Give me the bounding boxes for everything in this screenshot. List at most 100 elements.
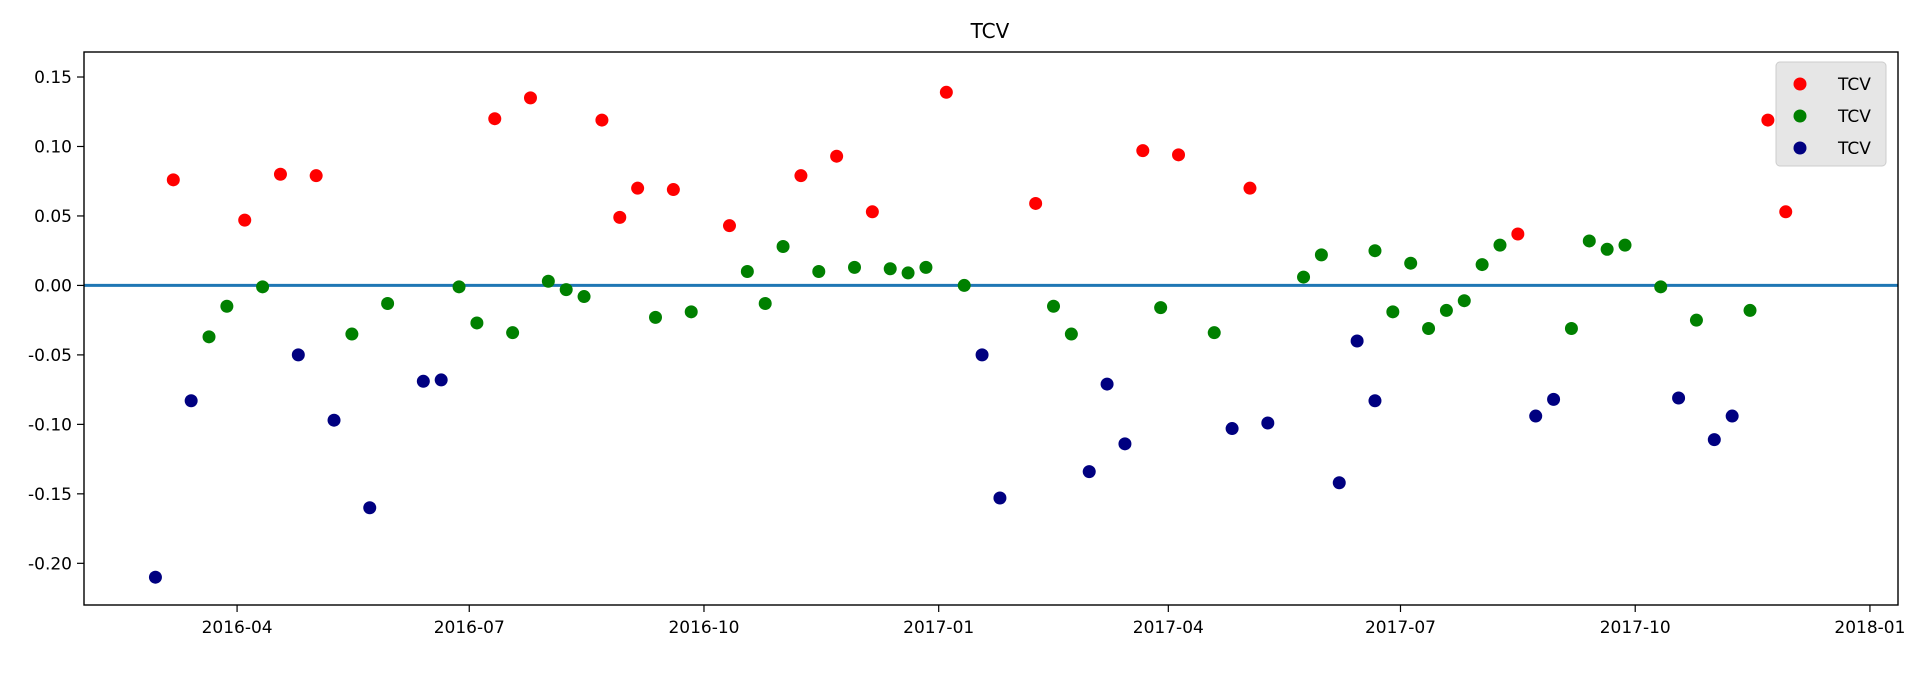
data-point xyxy=(1457,294,1471,308)
data-point xyxy=(1707,433,1721,447)
series-2 xyxy=(148,334,1739,584)
data-point xyxy=(794,169,808,183)
data-point xyxy=(631,181,645,195)
data-point xyxy=(1332,476,1346,490)
data-point xyxy=(1386,305,1400,319)
data-point xyxy=(452,280,466,294)
data-point xyxy=(345,327,359,341)
data-point xyxy=(1779,205,1793,219)
legend-label: TCV xyxy=(1837,139,1871,159)
data-point xyxy=(541,274,555,288)
data-point xyxy=(1154,301,1168,315)
data-point xyxy=(291,348,305,362)
data-point xyxy=(666,183,680,197)
x-tick-label: 2018-01 xyxy=(1834,618,1905,638)
data-point xyxy=(1725,409,1739,423)
data-point xyxy=(1654,280,1668,294)
data-point xyxy=(256,280,270,294)
data-point xyxy=(1118,437,1132,451)
x-tick-label: 2017-01 xyxy=(903,618,974,638)
data-point xyxy=(1689,313,1703,327)
data-point xyxy=(1243,181,1257,195)
y-tick-label: 0.10 xyxy=(34,137,72,157)
data-point xyxy=(722,219,736,233)
data-point xyxy=(577,290,591,304)
legend-marker xyxy=(1793,141,1807,155)
y-tick-label: 0.00 xyxy=(34,276,72,296)
y-tick-label: -0.20 xyxy=(28,554,72,574)
data-point xyxy=(684,305,698,319)
data-point xyxy=(1582,234,1596,248)
data-point xyxy=(1529,409,1543,423)
data-point xyxy=(1368,244,1382,258)
data-point xyxy=(470,316,484,330)
data-point xyxy=(184,394,198,408)
data-point xyxy=(595,113,609,127)
legend-label: TCV xyxy=(1837,75,1871,95)
data-point xyxy=(434,373,448,387)
data-point xyxy=(1314,248,1328,262)
data-point xyxy=(1297,270,1311,284)
y-tick-label: -0.10 xyxy=(28,415,72,435)
data-point xyxy=(1100,377,1114,391)
data-point xyxy=(1207,326,1221,340)
y-tick-label: -0.05 xyxy=(28,346,72,366)
data-point xyxy=(1600,242,1614,256)
x-axis: 2016-04 2016-07 2016-10 2017-01 2017-04 2017-… xyxy=(202,605,1905,638)
data-point xyxy=(883,262,897,276)
legend: TCV TCV TCV xyxy=(1775,61,1887,167)
x-tick-label: 2017-04 xyxy=(1133,618,1204,638)
data-point xyxy=(1350,334,1364,348)
data-point xyxy=(273,167,287,181)
x-tick-label: 2016-10 xyxy=(668,618,739,638)
data-point xyxy=(1493,238,1507,252)
data-point xyxy=(309,169,323,183)
legend-label: TCV xyxy=(1837,107,1871,127)
data-point xyxy=(1082,465,1096,479)
data-point xyxy=(901,266,915,280)
data-point xyxy=(1475,258,1489,272)
data-point xyxy=(238,213,252,227)
data-point xyxy=(740,265,754,279)
data-point xyxy=(1368,394,1382,408)
data-point xyxy=(416,374,430,388)
data-point xyxy=(1261,416,1275,430)
data-point xyxy=(1422,322,1436,335)
x-tick-label: 2016-04 xyxy=(202,618,273,638)
data-point xyxy=(559,283,573,297)
data-point xyxy=(993,491,1007,505)
data-point xyxy=(1511,227,1525,241)
data-point xyxy=(363,501,377,515)
data-point xyxy=(1029,196,1043,210)
data-point xyxy=(613,210,627,224)
x-tick-label: 2017-07 xyxy=(1365,618,1436,638)
y-tick-label: 0.15 xyxy=(34,68,72,88)
data-point xyxy=(939,85,953,99)
data-point xyxy=(1439,303,1453,317)
data-point xyxy=(1404,256,1418,270)
chart-title: TCV xyxy=(970,19,1010,43)
data-point xyxy=(758,296,772,310)
data-point xyxy=(1761,113,1775,127)
y-axis: 0.15 0.10 0.05 0.00 -0.05 -0.10 -0.15 -0.20 xyxy=(28,68,84,574)
data-point xyxy=(1618,238,1632,252)
data-point xyxy=(919,260,933,274)
y-tick-label: 0.05 xyxy=(34,207,72,227)
data-point xyxy=(648,310,662,324)
data-point xyxy=(1564,322,1578,335)
data-point xyxy=(1672,391,1686,405)
series-0 xyxy=(166,85,1793,241)
data-point xyxy=(148,570,162,584)
data-point xyxy=(523,91,537,105)
data-point xyxy=(865,205,879,219)
x-tick-label: 2017-10 xyxy=(1600,618,1671,638)
plot-area xyxy=(83,51,1899,606)
data-point xyxy=(776,240,790,254)
data-point xyxy=(202,330,216,344)
data-point xyxy=(1136,144,1150,158)
data-point xyxy=(381,296,395,310)
legend-marker xyxy=(1793,77,1807,91)
data-point xyxy=(1225,422,1239,436)
data-point xyxy=(1172,148,1186,162)
